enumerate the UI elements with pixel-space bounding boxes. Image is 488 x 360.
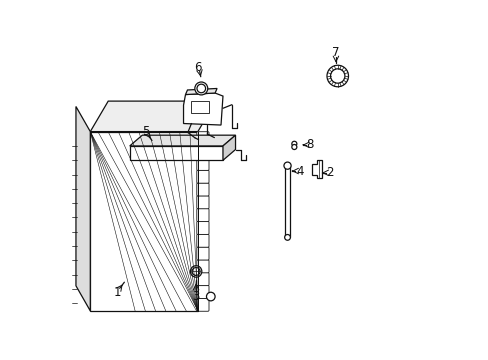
FancyBboxPatch shape [196, 196, 208, 209]
FancyBboxPatch shape [196, 247, 208, 260]
Circle shape [291, 141, 296, 146]
Circle shape [284, 162, 290, 169]
Polygon shape [90, 132, 198, 311]
Circle shape [190, 266, 202, 277]
Text: 5: 5 [142, 125, 149, 138]
Text: 4: 4 [295, 165, 303, 177]
FancyBboxPatch shape [196, 221, 208, 234]
Polygon shape [90, 101, 215, 132]
Circle shape [206, 292, 215, 301]
Circle shape [326, 65, 348, 87]
Circle shape [194, 82, 207, 95]
Circle shape [330, 69, 344, 83]
Text: 6: 6 [194, 60, 201, 73]
FancyBboxPatch shape [196, 144, 208, 158]
Polygon shape [183, 93, 223, 125]
Circle shape [197, 84, 205, 93]
Polygon shape [311, 160, 322, 178]
FancyBboxPatch shape [196, 260, 208, 273]
FancyBboxPatch shape [196, 183, 208, 196]
Polygon shape [129, 135, 235, 146]
FancyBboxPatch shape [196, 132, 208, 145]
Circle shape [284, 234, 290, 240]
Polygon shape [76, 107, 90, 311]
FancyBboxPatch shape [196, 157, 208, 170]
FancyBboxPatch shape [196, 170, 208, 183]
Text: 7: 7 [331, 46, 339, 59]
FancyBboxPatch shape [196, 208, 208, 222]
Text: 2: 2 [325, 166, 333, 179]
Bar [191, 101, 209, 113]
FancyBboxPatch shape [196, 234, 208, 247]
Polygon shape [223, 135, 235, 160]
Circle shape [291, 144, 296, 149]
Text: 1: 1 [113, 287, 121, 300]
Text: 3: 3 [192, 290, 200, 303]
FancyBboxPatch shape [196, 298, 208, 311]
Bar [285, 166, 289, 237]
Polygon shape [185, 89, 217, 95]
Polygon shape [129, 146, 223, 160]
Text: 8: 8 [305, 138, 313, 151]
Circle shape [192, 267, 200, 275]
FancyBboxPatch shape [196, 273, 208, 285]
FancyBboxPatch shape [196, 285, 208, 298]
